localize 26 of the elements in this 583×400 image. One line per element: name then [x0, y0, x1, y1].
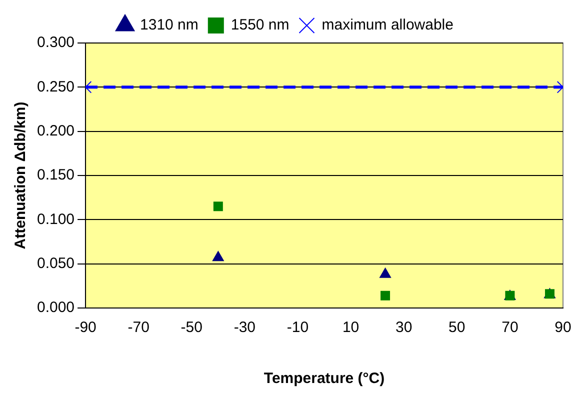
x-tick-label: 10 [342, 319, 360, 336]
x-tick-label: 90 [554, 319, 572, 336]
y-tick-label: 0.000 [36, 299, 75, 316]
legend-label: 1310 nm [140, 16, 198, 34]
x-tick-label: -90 [74, 319, 96, 336]
y-tick-label: 0.150 [36, 166, 75, 184]
legend-label: maximum allowable [322, 16, 454, 34]
point [212, 251, 224, 262]
x-tick-label: -30 [234, 319, 256, 336]
y-tick-label: 0.200 [36, 122, 75, 140]
x-tick-label: 30 [396, 319, 412, 336]
point [213, 202, 223, 212]
x-tick-label: -70 [128, 319, 150, 336]
point [380, 268, 391, 278]
x-tick-label: 70 [502, 319, 518, 336]
x-axis-title: Temperature (°C) [264, 370, 385, 388]
x-tick-label: -50 [180, 319, 202, 336]
legend-label: 1550 nm [230, 16, 290, 34]
y-tick-label: 0.050 [36, 254, 75, 272]
y-tick-label: 0.250 [36, 78, 75, 96]
point [380, 290, 390, 300]
y-tick-label: 0.300 [36, 34, 75, 52]
x-tick-label: -10 [286, 319, 309, 336]
y-tick-label: 0.100 [36, 210, 75, 228]
y-axis-title: Attenuation Δdb/km) [12, 102, 30, 250]
x-tick-label: 50 [448, 319, 466, 336]
